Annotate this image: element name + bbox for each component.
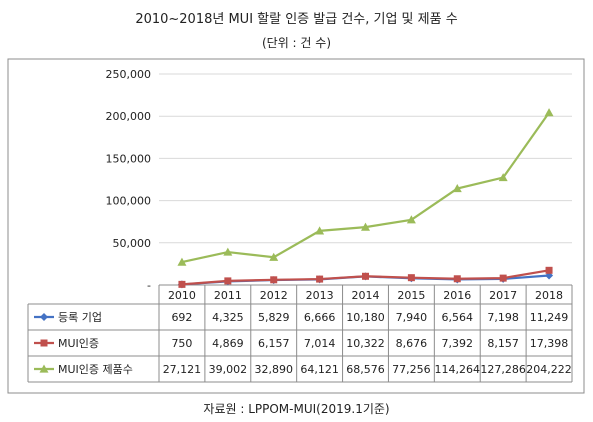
data-label: 17,398 [530,337,569,350]
legend-label: MUI인증 [58,337,99,350]
data-label: 7,198 [487,311,519,324]
legend-marker [39,364,49,373]
data-label: 4,325 [212,311,244,324]
data-point [361,222,370,231]
data-point [316,275,324,283]
data-point [452,184,462,193]
data-label: 64,121 [300,363,339,376]
y-tick-label: 100,000 [106,195,152,208]
data-point [406,215,416,224]
x-tick-label: 2013 [306,289,334,302]
x-tick-label: 2012 [260,289,288,302]
data-label: 10,180 [346,311,385,324]
x-tick-label: 2017 [489,289,517,302]
data-label: 27,121 [163,363,202,376]
x-tick-label: 2018 [535,289,563,302]
data-label: 6,564 [442,311,474,324]
data-label: 77,256 [392,363,431,376]
data-point [499,274,507,282]
data-point [407,274,415,282]
data-label: 10,322 [346,337,385,350]
y-tick-label: - [147,279,151,292]
x-tick-label: 2015 [397,289,425,302]
data-label: 692 [171,311,192,324]
data-point [270,276,278,284]
legend-label: 등록 기업 [58,311,102,324]
data-label: 114,264 [435,363,481,376]
x-tick-label: 2016 [443,289,471,302]
chart-source: 자료원 : LPPOM-MUI(2019.1기준) [203,402,390,416]
chart-subtitle: (단위 : 건 수) [261,36,331,50]
data-label: 32,890 [254,363,293,376]
legend-marker [40,313,48,321]
data-label: 7,940 [396,311,428,324]
data-point [453,275,461,283]
data-point [269,252,279,261]
data-label: 6,157 [258,337,290,350]
chart-title: 2010~2018년 MUI 할랄 인증 발급 건수, 기업 및 제품 수 [135,12,458,27]
y-tick-label: 200,000 [106,110,152,123]
data-point [315,226,325,235]
chart-frame [7,58,585,394]
x-tick-label: 2010 [168,289,196,302]
data-label: 7,392 [442,337,474,350]
data-label: 7,014 [304,337,336,350]
data-label: 68,576 [346,363,385,376]
data-point [177,257,187,266]
series-2 [178,266,553,288]
data-point [545,266,553,274]
series-line [181,112,550,264]
data-label: 5,829 [258,311,290,324]
data-point [498,173,508,182]
x-tick-label: 2014 [352,289,380,302]
data-point [224,277,232,285]
data-label: 750 [171,337,192,350]
data-label: 8,676 [396,337,428,350]
data-point [544,108,554,117]
y-tick-label: 50,000 [113,237,152,250]
data-label: 204,222 [526,363,572,376]
legend-label: MUI인증 제품수 [58,363,133,376]
data-label: 39,002 [209,363,248,376]
data-label: 6,666 [304,311,336,324]
legend-marker [40,339,48,347]
data-point [362,272,369,280]
y-tick-label: 150,000 [106,152,152,165]
data-label: 8,157 [487,337,519,350]
data-label: 4,869 [212,337,244,350]
data-point [178,280,186,288]
y-tick-label: 250,000 [106,68,152,81]
data-label: 11,249 [530,311,569,324]
data-point [223,247,233,256]
series-3 [177,108,554,266]
x-tick-label: 2011 [214,289,242,302]
data-label: 127,286 [480,363,526,376]
